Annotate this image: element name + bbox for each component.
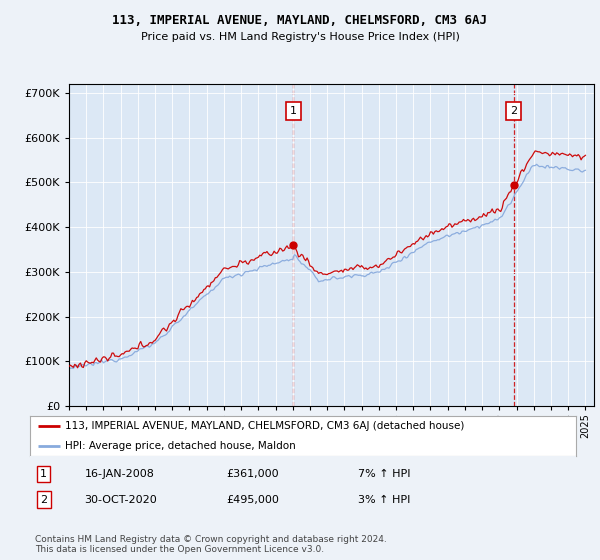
- Text: 113, IMPERIAL AVENUE, MAYLAND, CHELMSFORD, CM3 6AJ (detached house): 113, IMPERIAL AVENUE, MAYLAND, CHELMSFOR…: [65, 421, 465, 431]
- Text: 7% ↑ HPI: 7% ↑ HPI: [358, 469, 410, 479]
- Text: £495,000: £495,000: [227, 494, 280, 505]
- Text: 1: 1: [290, 106, 297, 116]
- Text: 2: 2: [40, 494, 47, 505]
- Text: 113, IMPERIAL AVENUE, MAYLAND, CHELMSFORD, CM3 6AJ: 113, IMPERIAL AVENUE, MAYLAND, CHELMSFOR…: [113, 14, 487, 27]
- Text: Contains HM Land Registry data © Crown copyright and database right 2024.
This d: Contains HM Land Registry data © Crown c…: [35, 535, 387, 554]
- Text: £361,000: £361,000: [227, 469, 279, 479]
- Text: 30-OCT-2020: 30-OCT-2020: [85, 494, 157, 505]
- Text: 1: 1: [40, 469, 47, 479]
- Text: 3% ↑ HPI: 3% ↑ HPI: [358, 494, 410, 505]
- Text: Price paid vs. HM Land Registry's House Price Index (HPI): Price paid vs. HM Land Registry's House …: [140, 32, 460, 43]
- Text: 16-JAN-2008: 16-JAN-2008: [85, 469, 154, 479]
- Text: HPI: Average price, detached house, Maldon: HPI: Average price, detached house, Mald…: [65, 441, 296, 451]
- Text: 2: 2: [510, 106, 517, 116]
